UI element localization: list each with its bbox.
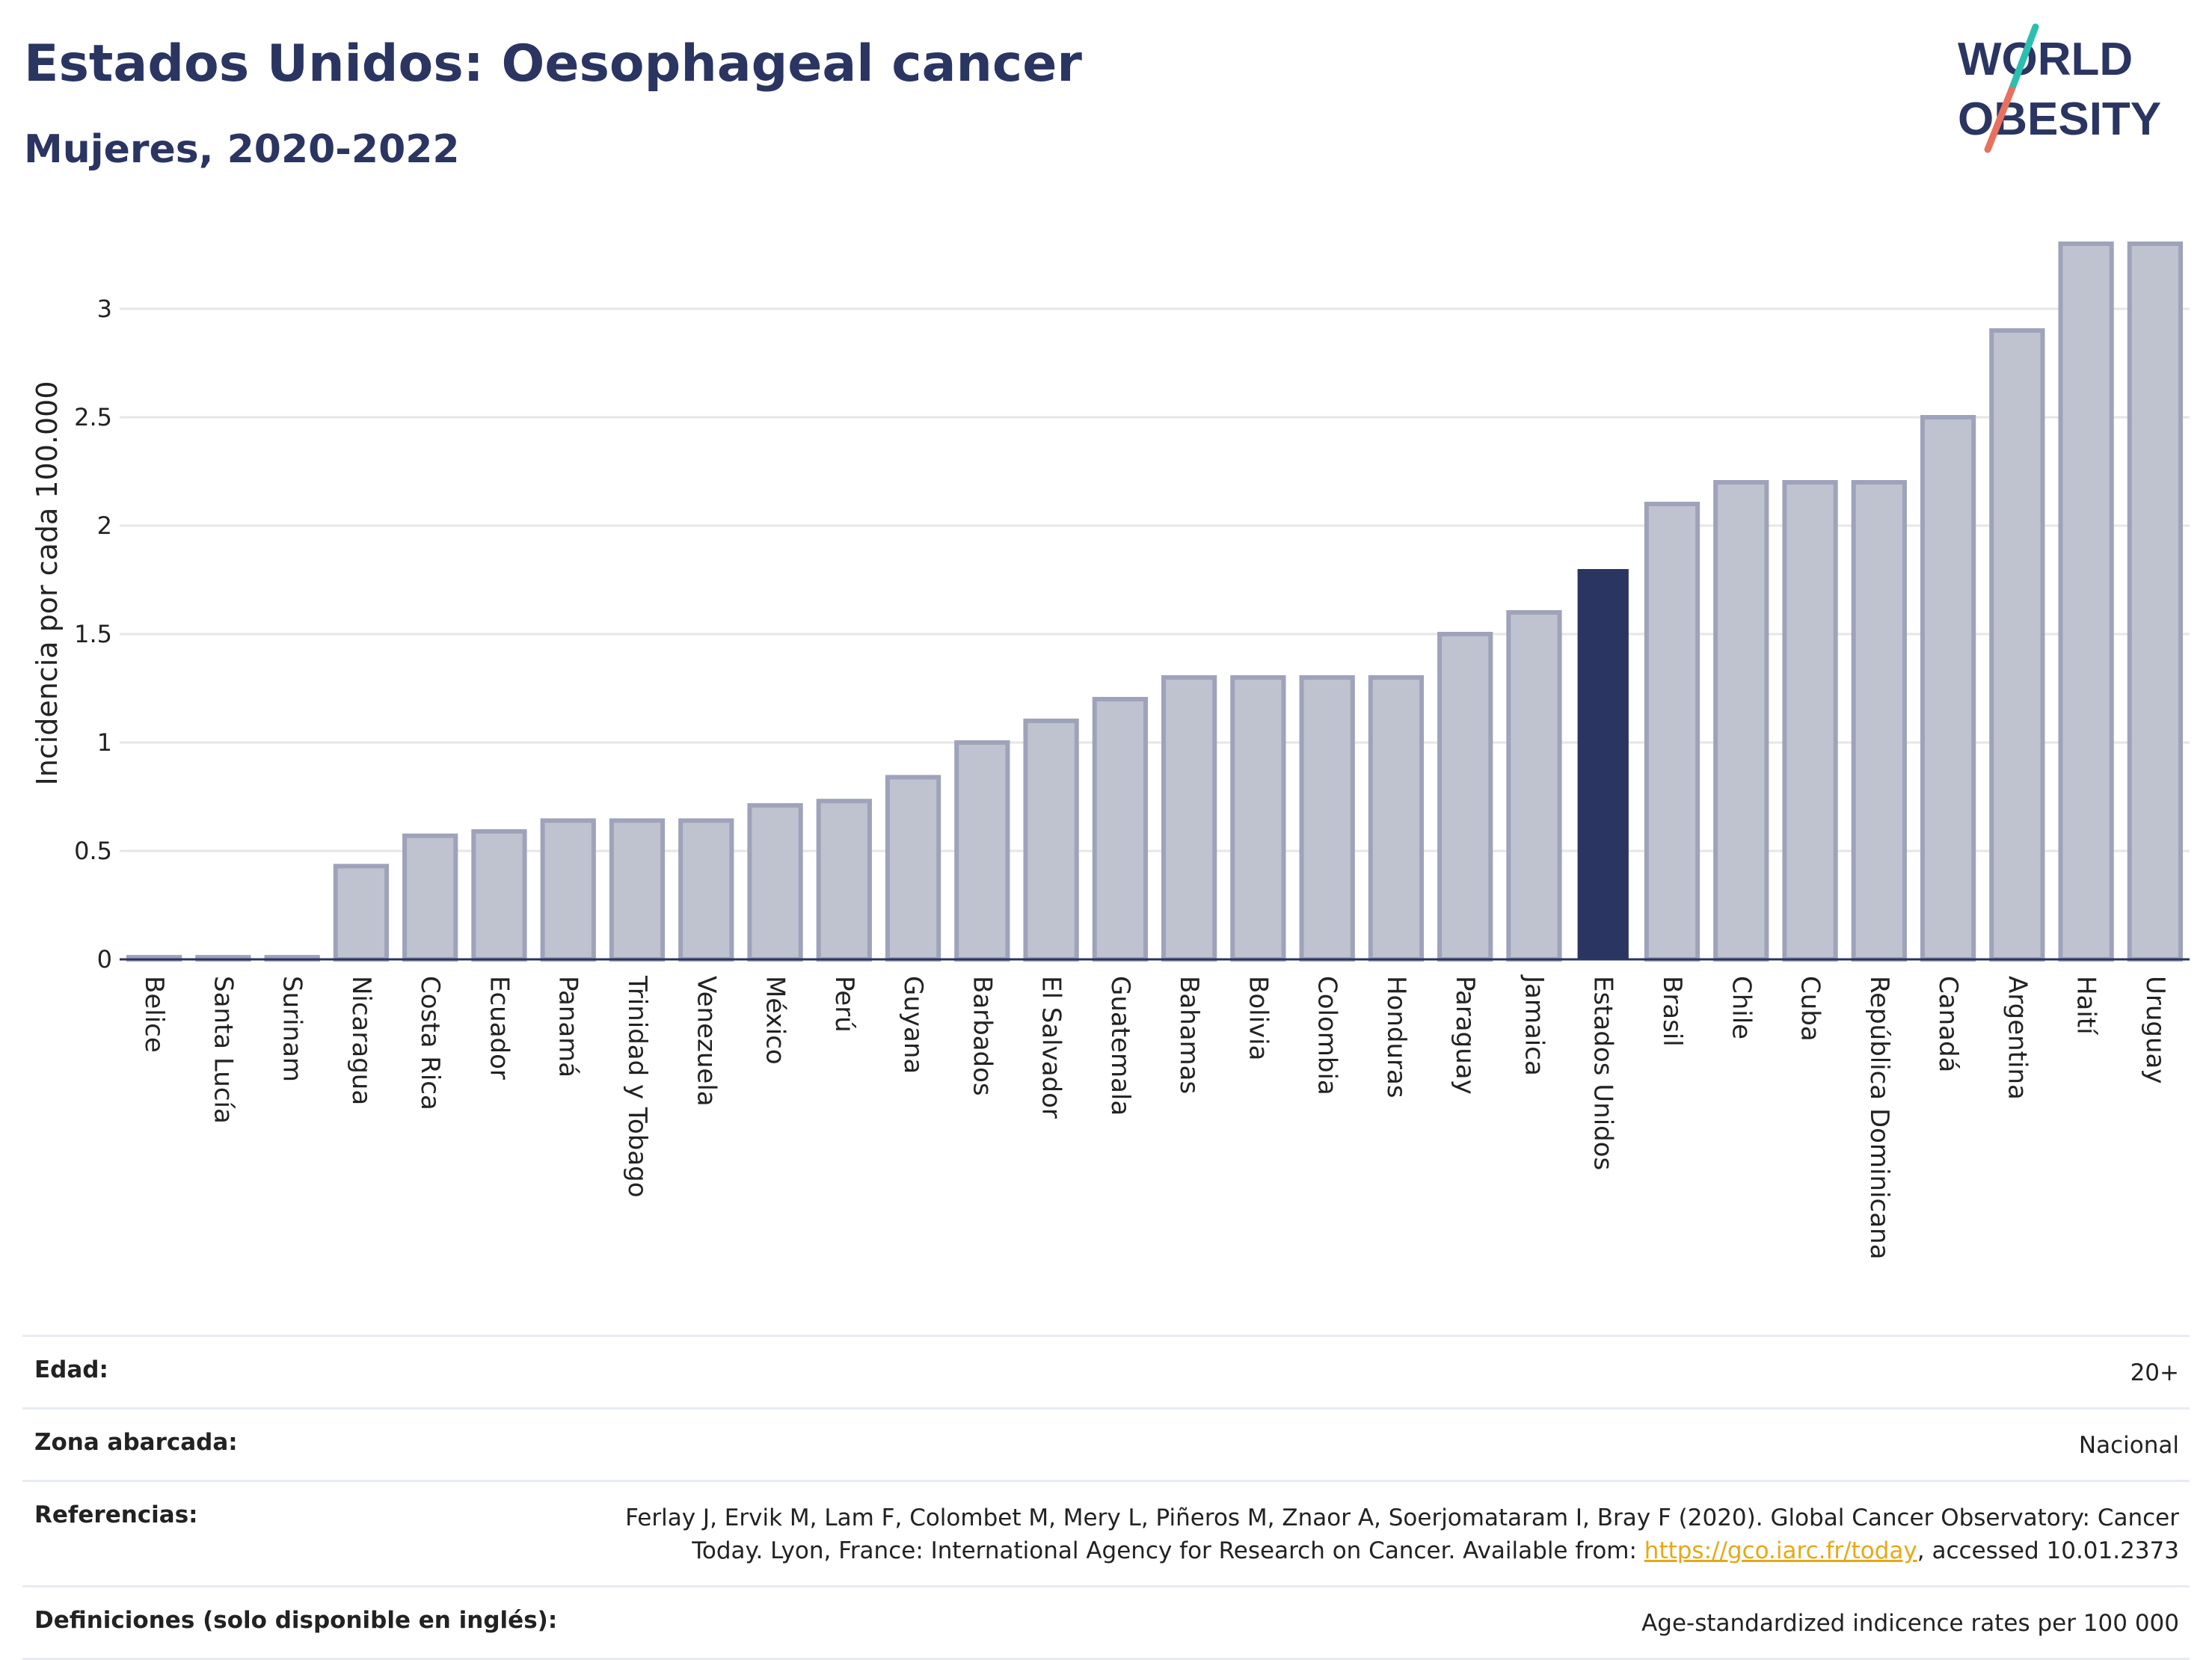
bar: [816, 799, 872, 962]
chart-title: Estados Unidos: Oesophageal cancer: [24, 34, 1082, 93]
x-tick-label: Surinam: [277, 976, 307, 1082]
x-tick-label: Belice: [139, 976, 169, 1053]
y-tick-labels: 0 0.5 1 1.5 2 2.5 3: [74, 295, 112, 974]
bar: [1368, 675, 1425, 962]
bar: [1299, 675, 1355, 962]
reference-link[interactable]: https://gco.iarc.fr/today: [1644, 1537, 1917, 1564]
x-tick-label: México: [761, 976, 790, 1065]
bar: [1161, 675, 1217, 962]
x-tick-label: Trinidad y Tobago: [622, 975, 652, 1198]
x-tick-label: El Salvador: [1036, 976, 1066, 1119]
x-tick-label: Jamaica: [1519, 974, 1549, 1076]
y-tick-label: 3: [97, 295, 112, 323]
x-tick-label: Haití: [2071, 976, 2101, 1036]
x-tick-label: Estados Unidos: [1588, 976, 1618, 1170]
bar: [1851, 480, 1907, 962]
x-tick-labels: Belice Santa Lucía Surinam Nicaragua Costa R…: [139, 974, 2170, 1259]
reference-line-2-post: , accessed 10.01.2373: [1917, 1537, 2179, 1564]
x-tick-label: República Dominicana: [1864, 976, 1894, 1259]
info-row-definiciones: Definiciones (solo disponible en inglés)…: [22, 1585, 2190, 1660]
info-label-edad: Edad:: [34, 1356, 108, 1383]
x-tick-label: Bolivia: [1243, 976, 1273, 1060]
y-tick-label: 0.5: [74, 837, 112, 865]
x-tick-label: Bahamas: [1174, 976, 1204, 1094]
bar: [2058, 242, 2114, 962]
x-tick-label: Santa Lucía: [208, 976, 238, 1124]
bar: [609, 818, 666, 962]
bar: [1092, 697, 1149, 962]
logo-text-world: WORLD: [1958, 34, 2133, 85]
x-tick-label: Uruguay: [2140, 976, 2170, 1084]
x-tick-label: Panamá: [553, 976, 583, 1078]
info-value-zona: Nacional: [2078, 1432, 2179, 1459]
y-tick-label: 2.5: [74, 403, 112, 431]
bar: [1023, 719, 1079, 962]
info-value-definiciones: Age-standardized indicence rates per 100…: [1641, 1610, 2179, 1637]
x-tick-label: Cuba: [1795, 976, 1825, 1042]
bar: [1989, 328, 2045, 962]
x-tick-label: Brasil: [1657, 976, 1687, 1047]
info-value-referencias: Ferlay J, Ervik M, Lam F, Colombet M, Me…: [625, 1501, 2179, 1567]
x-tick-label: Venezuela: [691, 976, 721, 1107]
logo-slash-bottom: [1984, 86, 2015, 153]
info-row-zona: Zona abarcada: Nacional: [22, 1407, 2190, 1480]
y-tick-label: 0: [97, 945, 112, 974]
info-value-edad: 20+: [2130, 1359, 2179, 1386]
gridlines: [120, 307, 2190, 852]
bar: [954, 740, 1010, 962]
x-tick-label: Ecuador: [484, 976, 514, 1080]
bar: [1506, 610, 1562, 962]
x-tick-label: Costa Rica: [415, 976, 445, 1110]
bar: [2127, 242, 2184, 962]
bar: [1230, 675, 1286, 962]
bar: [471, 829, 527, 962]
chart-subtitle: Mujeres, 2020-2022: [24, 127, 460, 172]
info-table: Edad: 20+ Zona abarcada: Nacional Refere…: [22, 1335, 2190, 1660]
x-tick-label: Chile: [1726, 976, 1756, 1039]
bar: [1782, 480, 1838, 962]
bar: [333, 864, 390, 962]
bar: [540, 818, 596, 962]
info-row-referencias: Referencias: Ferlay J, Ervik M, Lam F, C…: [22, 1480, 2190, 1585]
y-tick-label: 2: [97, 511, 112, 540]
bar: [402, 833, 458, 962]
info-label-definiciones: Definiciones (solo disponible en inglés)…: [34, 1607, 558, 1634]
info-row-edad: Edad: 20+: [22, 1335, 2190, 1407]
bar-chart: 0 0.5 1 1.5 2 2.5 3 Belice Santa Lucía Surinam Ni…: [31, 242, 2190, 1259]
bar: [1437, 632, 1493, 962]
x-tick-label: Guyana: [898, 976, 928, 1074]
x-tick-label: Colombia: [1312, 976, 1342, 1095]
bar: [1644, 502, 1701, 962]
bar: [747, 803, 803, 962]
bar: [1920, 415, 1976, 962]
x-tick-label: Nicaragua: [346, 976, 376, 1105]
x-tick-label: Paraguay: [1450, 976, 1480, 1095]
x-tick-label: Barbados: [967, 976, 997, 1096]
bar-highlight: [1577, 569, 1629, 959]
x-tick-label: Perú: [829, 976, 859, 1033]
world-obesity-logo: WORLD OBESITY: [1958, 23, 2161, 153]
logo-slash-top: [2008, 23, 2039, 93]
info-label-referencias: Referencias:: [34, 1501, 198, 1528]
bar: [678, 818, 734, 962]
y-tick-label: 1: [97, 728, 112, 757]
y-axis-title: Incidencia por cada 100.000: [31, 381, 64, 785]
x-tick-label: Honduras: [1381, 976, 1411, 1098]
y-tick-label: 1.5: [74, 620, 112, 648]
x-tick-label: Guatemala: [1105, 976, 1135, 1116]
bar: [885, 775, 941, 962]
x-tick-label: Argentina: [2002, 976, 2032, 1100]
bar: [1713, 480, 1769, 962]
x-tick-label: Canadá: [1933, 976, 1963, 1072]
reference-line-1: Ferlay J, Ervik M, Lam F, Colombet M, Me…: [625, 1504, 2179, 1531]
info-label-zona: Zona abarcada:: [34, 1429, 238, 1456]
reference-line-2-pre: Today. Lyon, France: International Agenc…: [692, 1537, 1644, 1564]
